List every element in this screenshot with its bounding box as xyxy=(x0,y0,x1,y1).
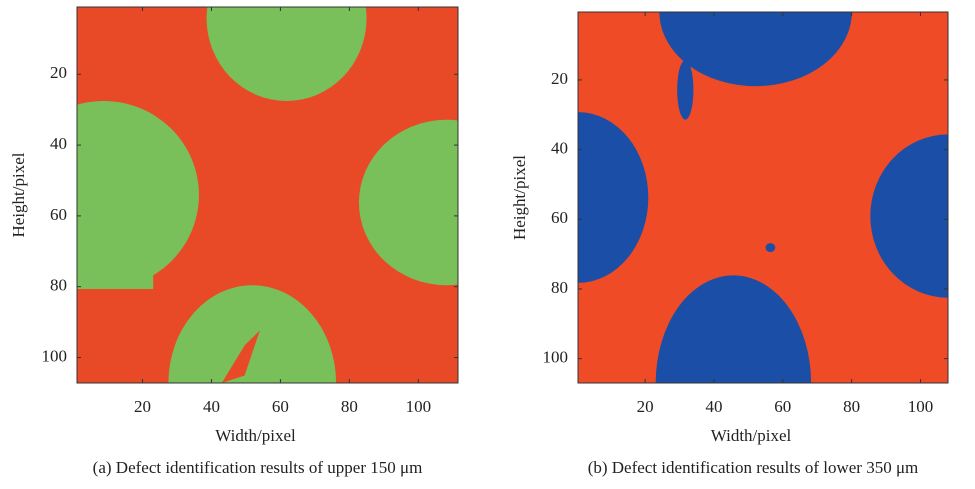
axes-frame xyxy=(76,6,459,384)
y-tick-label: 100 xyxy=(543,348,569,367)
x-tick-label: 40 xyxy=(203,397,220,416)
heatmap-image xyxy=(77,7,458,383)
y-tick-label: 20 xyxy=(551,69,568,88)
x-tick-label: 100 xyxy=(406,397,432,416)
y-axis-label: Height/pixel xyxy=(510,155,529,240)
defect-regions xyxy=(578,12,948,383)
x-tick-label: 100 xyxy=(908,397,934,416)
x-tick-label: 60 xyxy=(774,397,791,416)
y-tick-label: 60 xyxy=(551,208,568,227)
x-tick-label: 20 xyxy=(637,397,654,416)
x-tick-label: 60 xyxy=(272,397,289,416)
x-tick-label: 40 xyxy=(705,397,722,416)
x-tick-label: 80 xyxy=(843,397,860,416)
x-tick-label: 80 xyxy=(341,397,358,416)
y-tick-label: 20 xyxy=(50,63,67,82)
y-axis-label: Height/pixel xyxy=(9,152,28,237)
y-tick-label: 60 xyxy=(50,205,67,224)
y-tick-label: 40 xyxy=(551,139,568,158)
defect-regions xyxy=(77,7,458,383)
caption: (b) Defect identification results of low… xyxy=(588,458,919,477)
heatmap-image xyxy=(578,12,948,383)
caption: (a) Defect identification results of upp… xyxy=(93,458,423,477)
axes-frame xyxy=(577,11,949,384)
x-axis-label: Width/pixel xyxy=(711,426,792,445)
x-tick-label: 20 xyxy=(134,397,151,416)
x-axis-label: Width/pixel xyxy=(215,426,296,445)
y-tick-label: 80 xyxy=(551,278,568,297)
y-tick-label: 100 xyxy=(42,346,68,365)
y-tick-label: 40 xyxy=(50,134,67,153)
background-region xyxy=(221,330,260,383)
y-tick-label: 80 xyxy=(50,276,67,295)
